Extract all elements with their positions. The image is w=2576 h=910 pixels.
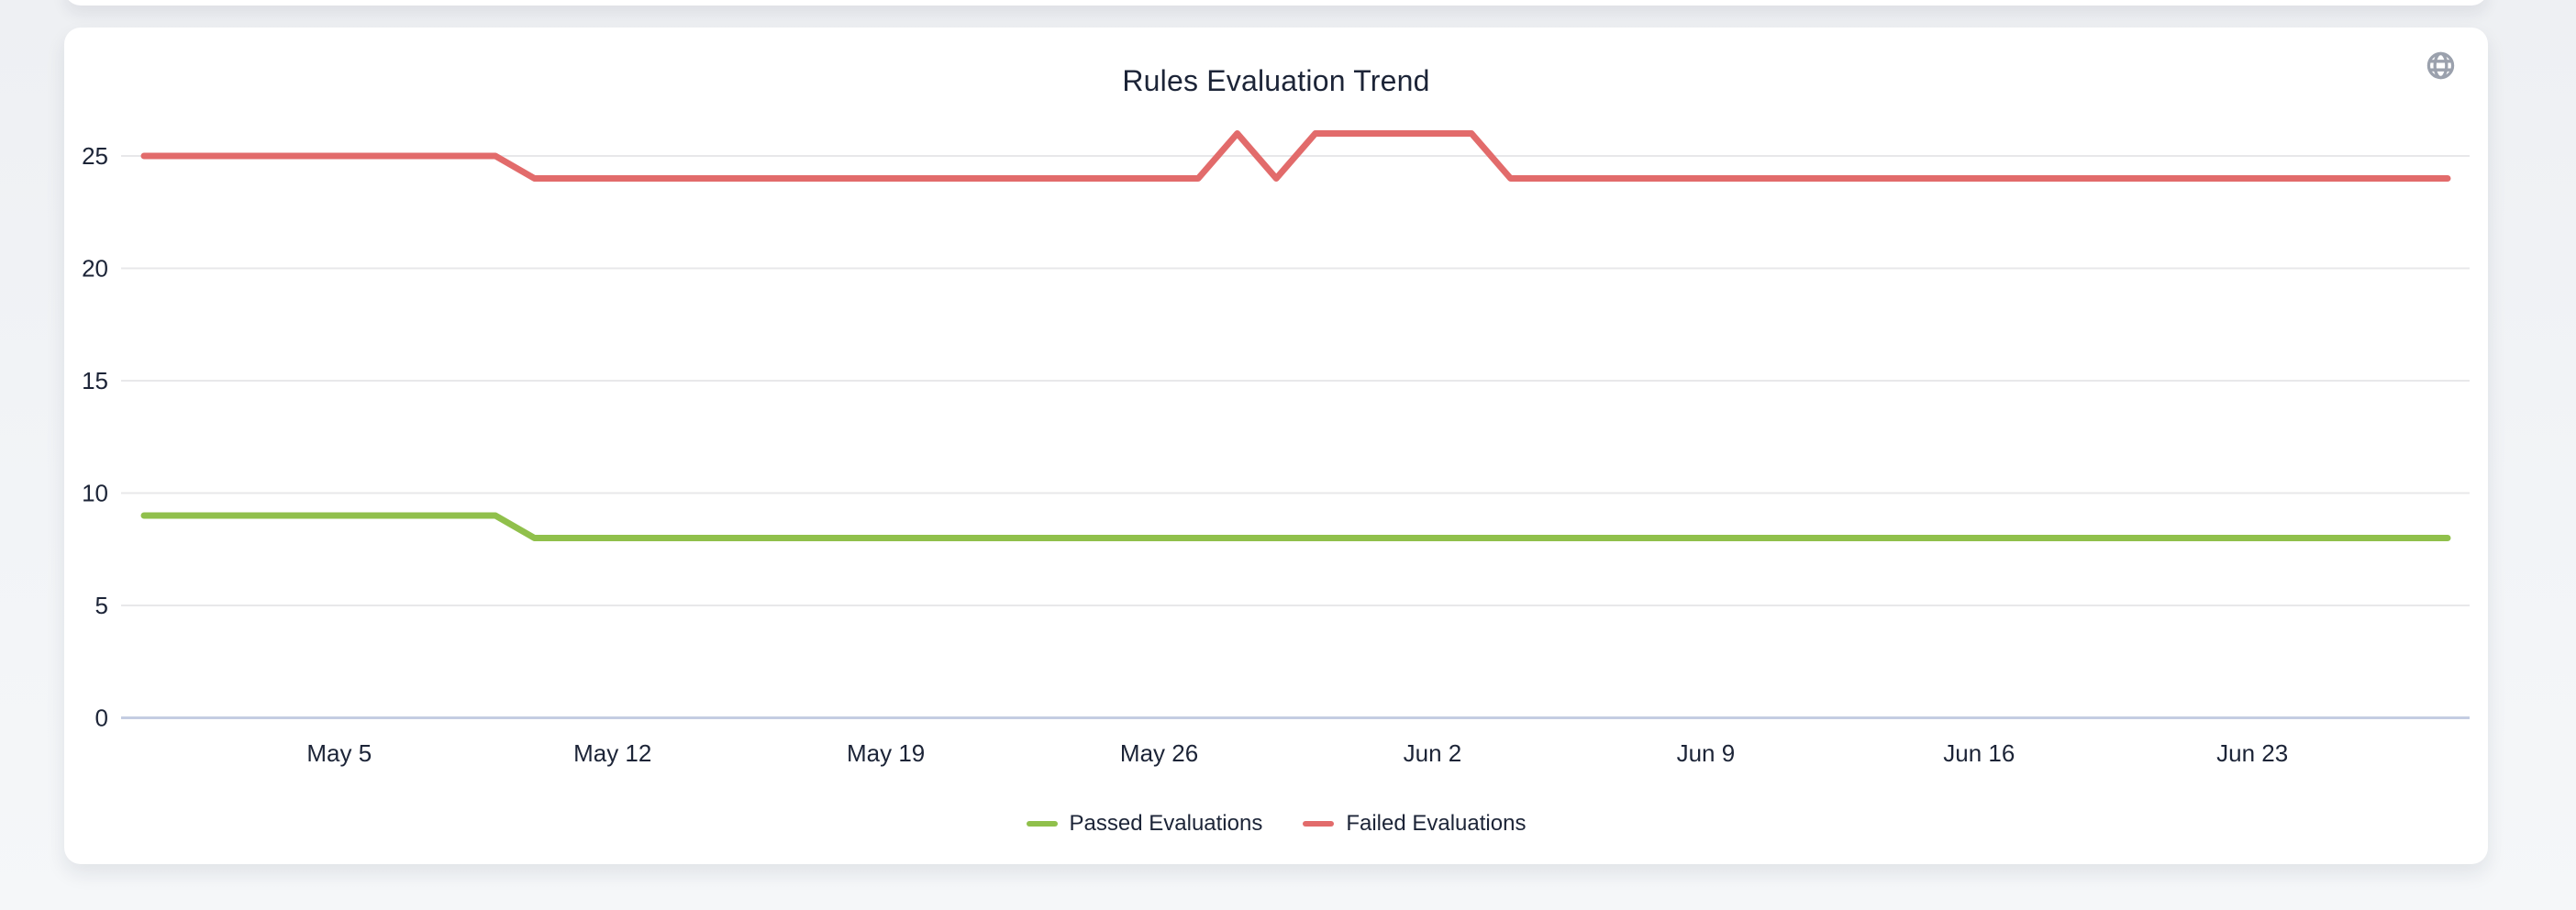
failed-evaluations-line[interactable]	[140, 130, 2451, 182]
y-axis-tick-label: 25	[82, 142, 108, 170]
y-axis-tick-label: 0	[95, 705, 108, 732]
x-axis-tick-label: Jun 23	[2216, 739, 2288, 767]
x-axis-tick-label: Jun 16	[1943, 739, 2015, 767]
legend-swatch-passed-evaluations	[1026, 821, 1058, 827]
y-axis-tick-label: 10	[82, 480, 108, 507]
x-axis-tick-label: May 26	[1120, 739, 1198, 767]
legend-label: Failed Evaluations	[1346, 811, 1527, 836]
y-axis-tick-label: 5	[95, 592, 108, 619]
x-axis-tick-label: May 12	[573, 739, 651, 767]
legend-item-failed-evaluations[interactable]: Failed Evaluations	[1303, 811, 1526, 837]
rules-evaluation-trend-card: Rules Evaluation Trend 0 5 10 15 20 25 May 5 Ma…	[64, 28, 2488, 864]
previous-card-bottom-edge	[64, 0, 2488, 6]
y-axis-tick-label: 20	[82, 255, 108, 283]
x-axis-tick-label: May 5	[306, 739, 372, 767]
passed-evaluations-line[interactable]	[140, 512, 2451, 541]
x-axis-tick-label: May 19	[847, 739, 925, 767]
chart-canvas[interactable]: 0 5 10 15 20 25 May 5 May 12 May 19 May 26 Jun 2 Ju…	[64, 28, 2488, 864]
legend-label: Passed Evaluations	[1069, 811, 1263, 836]
x-axis-tick-label: Jun 9	[1677, 739, 1736, 767]
x-axis-tick-label: Jun 2	[1404, 739, 1462, 767]
legend-swatch-failed-evaluations	[1303, 821, 1335, 827]
chart-title: Rules Evaluation Trend	[1122, 64, 1430, 97]
globe-icon-graphic	[2426, 51, 2454, 79]
chart-legend: Passed Evaluations Failed Evaluations	[64, 811, 2488, 837]
legend-item-passed-evaluations[interactable]: Passed Evaluations	[1026, 811, 1263, 837]
globe-icon[interactable]	[2424, 49, 2457, 82]
y-axis-tick-label: 15	[82, 367, 108, 394]
